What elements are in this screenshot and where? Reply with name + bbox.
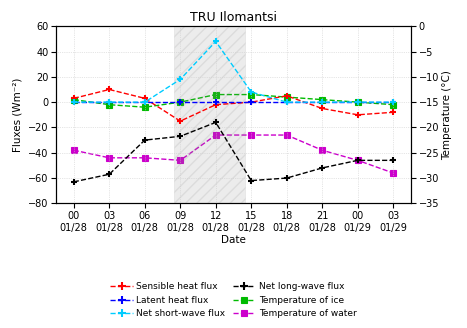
Y-axis label: Fluxes (Wm⁻²): Fluxes (Wm⁻²): [12, 78, 22, 152]
Title: TRU Ilomantsi: TRU Ilomantsi: [190, 11, 277, 24]
Bar: [174, 26, 245, 203]
Legend: Sensible heat flux, Latent heat flux, Net short-wave flux, Net long-wave flux, T: Sensible heat flux, Latent heat flux, Ne…: [110, 282, 357, 318]
Y-axis label: Temperature (°C): Temperature (°C): [442, 70, 452, 160]
X-axis label: Date: Date: [221, 236, 246, 245]
